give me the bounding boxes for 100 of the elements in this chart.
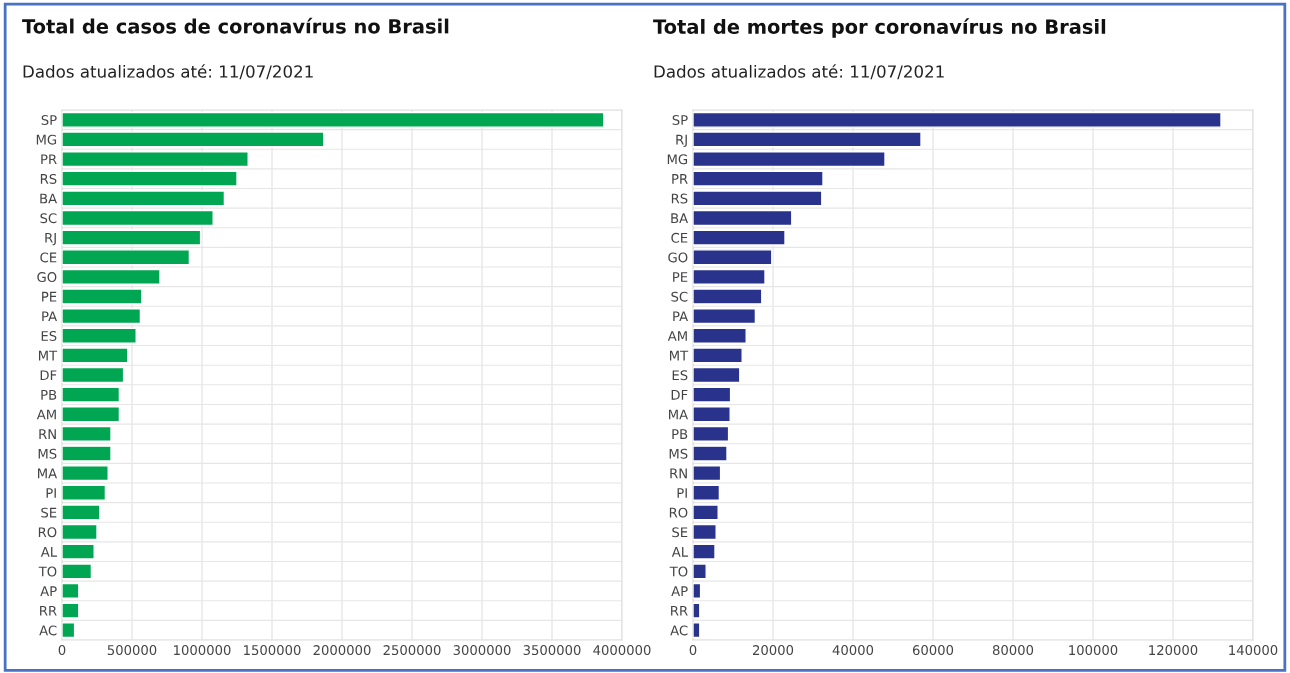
y-tick-label: MT [669, 350, 689, 361]
bar [693, 602, 701, 619]
x-tick-label: 80000 [992, 645, 1034, 656]
bar [62, 563, 93, 580]
x-tick-label: 3000000 [453, 645, 511, 656]
y-tick-label: PI [46, 488, 56, 498]
bar [693, 445, 728, 462]
y-tick-label: PB [672, 429, 688, 439]
bar [62, 268, 161, 285]
x-tick-label: 1500000 [244, 645, 301, 656]
bar [693, 170, 824, 187]
y-tick-label: SC [671, 291, 688, 302]
y-tick-label: PA [42, 311, 58, 322]
bar [693, 366, 741, 384]
x-tick-label: 40000 [832, 645, 874, 656]
bar [693, 229, 786, 246]
bar [62, 445, 112, 462]
y-tick-label: GO [37, 272, 57, 283]
bar [693, 209, 793, 227]
y-tick-label: PB [41, 390, 57, 400]
bar [693, 386, 732, 403]
y-tick-label: RN [39, 429, 56, 439]
bar [693, 543, 716, 560]
bar [62, 229, 202, 246]
bar [693, 484, 721, 501]
y-tick-label: ES [672, 370, 688, 381]
bar [693, 131, 922, 148]
bar [693, 465, 722, 482]
y-tick-label: DF [671, 390, 688, 400]
bar [62, 111, 605, 128]
x-tick-label: 140000 [1229, 645, 1278, 656]
bar [693, 347, 743, 364]
y-tick-label: RO [38, 527, 57, 538]
y-tick-label: PA [673, 311, 689, 322]
bar [62, 386, 121, 403]
x-tick-label: 3500000 [523, 645, 581, 656]
x-tick-label: 4000000 [593, 645, 651, 656]
x-tick-label: 60000 [912, 645, 954, 656]
y-tick-label: RN [670, 468, 687, 479]
bar [693, 308, 757, 325]
x-tick-label: 1000000 [174, 645, 231, 656]
y-tick-label: BA [40, 193, 58, 204]
chart-title: Total de casos de coronavírus no Brasil [22, 17, 449, 34]
bar [693, 622, 701, 639]
bar [62, 190, 226, 207]
bar [62, 249, 191, 266]
chart-subtitle: Dados atualizados até: 11/07/2021 [654, 64, 944, 80]
y-tick-label: TO [38, 566, 57, 577]
y-tick-label: TO [669, 566, 688, 577]
bar [62, 523, 98, 541]
y-tick-label: AC [39, 625, 57, 636]
y-tick-label: PI [677, 488, 687, 498]
bar [693, 111, 1222, 128]
bar [62, 209, 214, 227]
x-tick-label: 100000 [1069, 645, 1118, 656]
chart-subtitle: Dados atualizados até: 11/07/2021 [23, 64, 313, 80]
y-tick-label: MA [669, 409, 689, 420]
bar [62, 131, 325, 148]
bar [62, 543, 95, 560]
bar [62, 484, 107, 501]
bar [62, 602, 80, 619]
y-tick-label: CE [671, 232, 688, 243]
bar [62, 366, 125, 384]
y-tick-label: RO [669, 507, 688, 518]
bar [693, 406, 731, 423]
bar [62, 347, 129, 364]
y-tick-label: MG [36, 134, 57, 145]
y-tick-label: RS [671, 193, 688, 204]
y-tick-label: GO [668, 252, 688, 263]
bar [62, 622, 76, 639]
x-tick-label: 120000 [1149, 645, 1198, 656]
y-tick-label: MS [38, 448, 57, 459]
y-tick-label: PE [42, 291, 57, 302]
x-tick-label: 0 [58, 645, 66, 656]
y-tick-label: SC [40, 213, 57, 224]
y-tick-label: PR [672, 174, 688, 184]
y-tick-label: SE [672, 527, 688, 538]
y-tick-label: ES [41, 330, 57, 341]
bar [693, 425, 730, 442]
y-tick-label: AP [40, 586, 57, 596]
bar [62, 582, 80, 599]
x-tick-label: 2500000 [383, 645, 441, 656]
chart-title: Total de mortes por coronavírus no Brasil [653, 18, 1106, 38]
bar [693, 523, 717, 541]
bar [62, 327, 137, 344]
y-tick-label: AM [667, 331, 687, 341]
y-tick-label: AM [36, 409, 56, 420]
bar [62, 308, 142, 325]
y-tick-label: PR [41, 154, 57, 165]
y-tick-label: SP [672, 115, 688, 126]
x-tick-label: 20000 [752, 645, 794, 656]
bar [62, 504, 101, 521]
y-tick-label: RJ [45, 232, 56, 246]
y-tick-label: PE [673, 272, 688, 282]
bar [693, 504, 719, 521]
y-tick-label: BA [671, 213, 689, 223]
x-tick-label: 500000 [107, 645, 157, 656]
bar [62, 465, 109, 482]
y-tick-label: DF [40, 370, 57, 381]
bar [693, 268, 766, 285]
